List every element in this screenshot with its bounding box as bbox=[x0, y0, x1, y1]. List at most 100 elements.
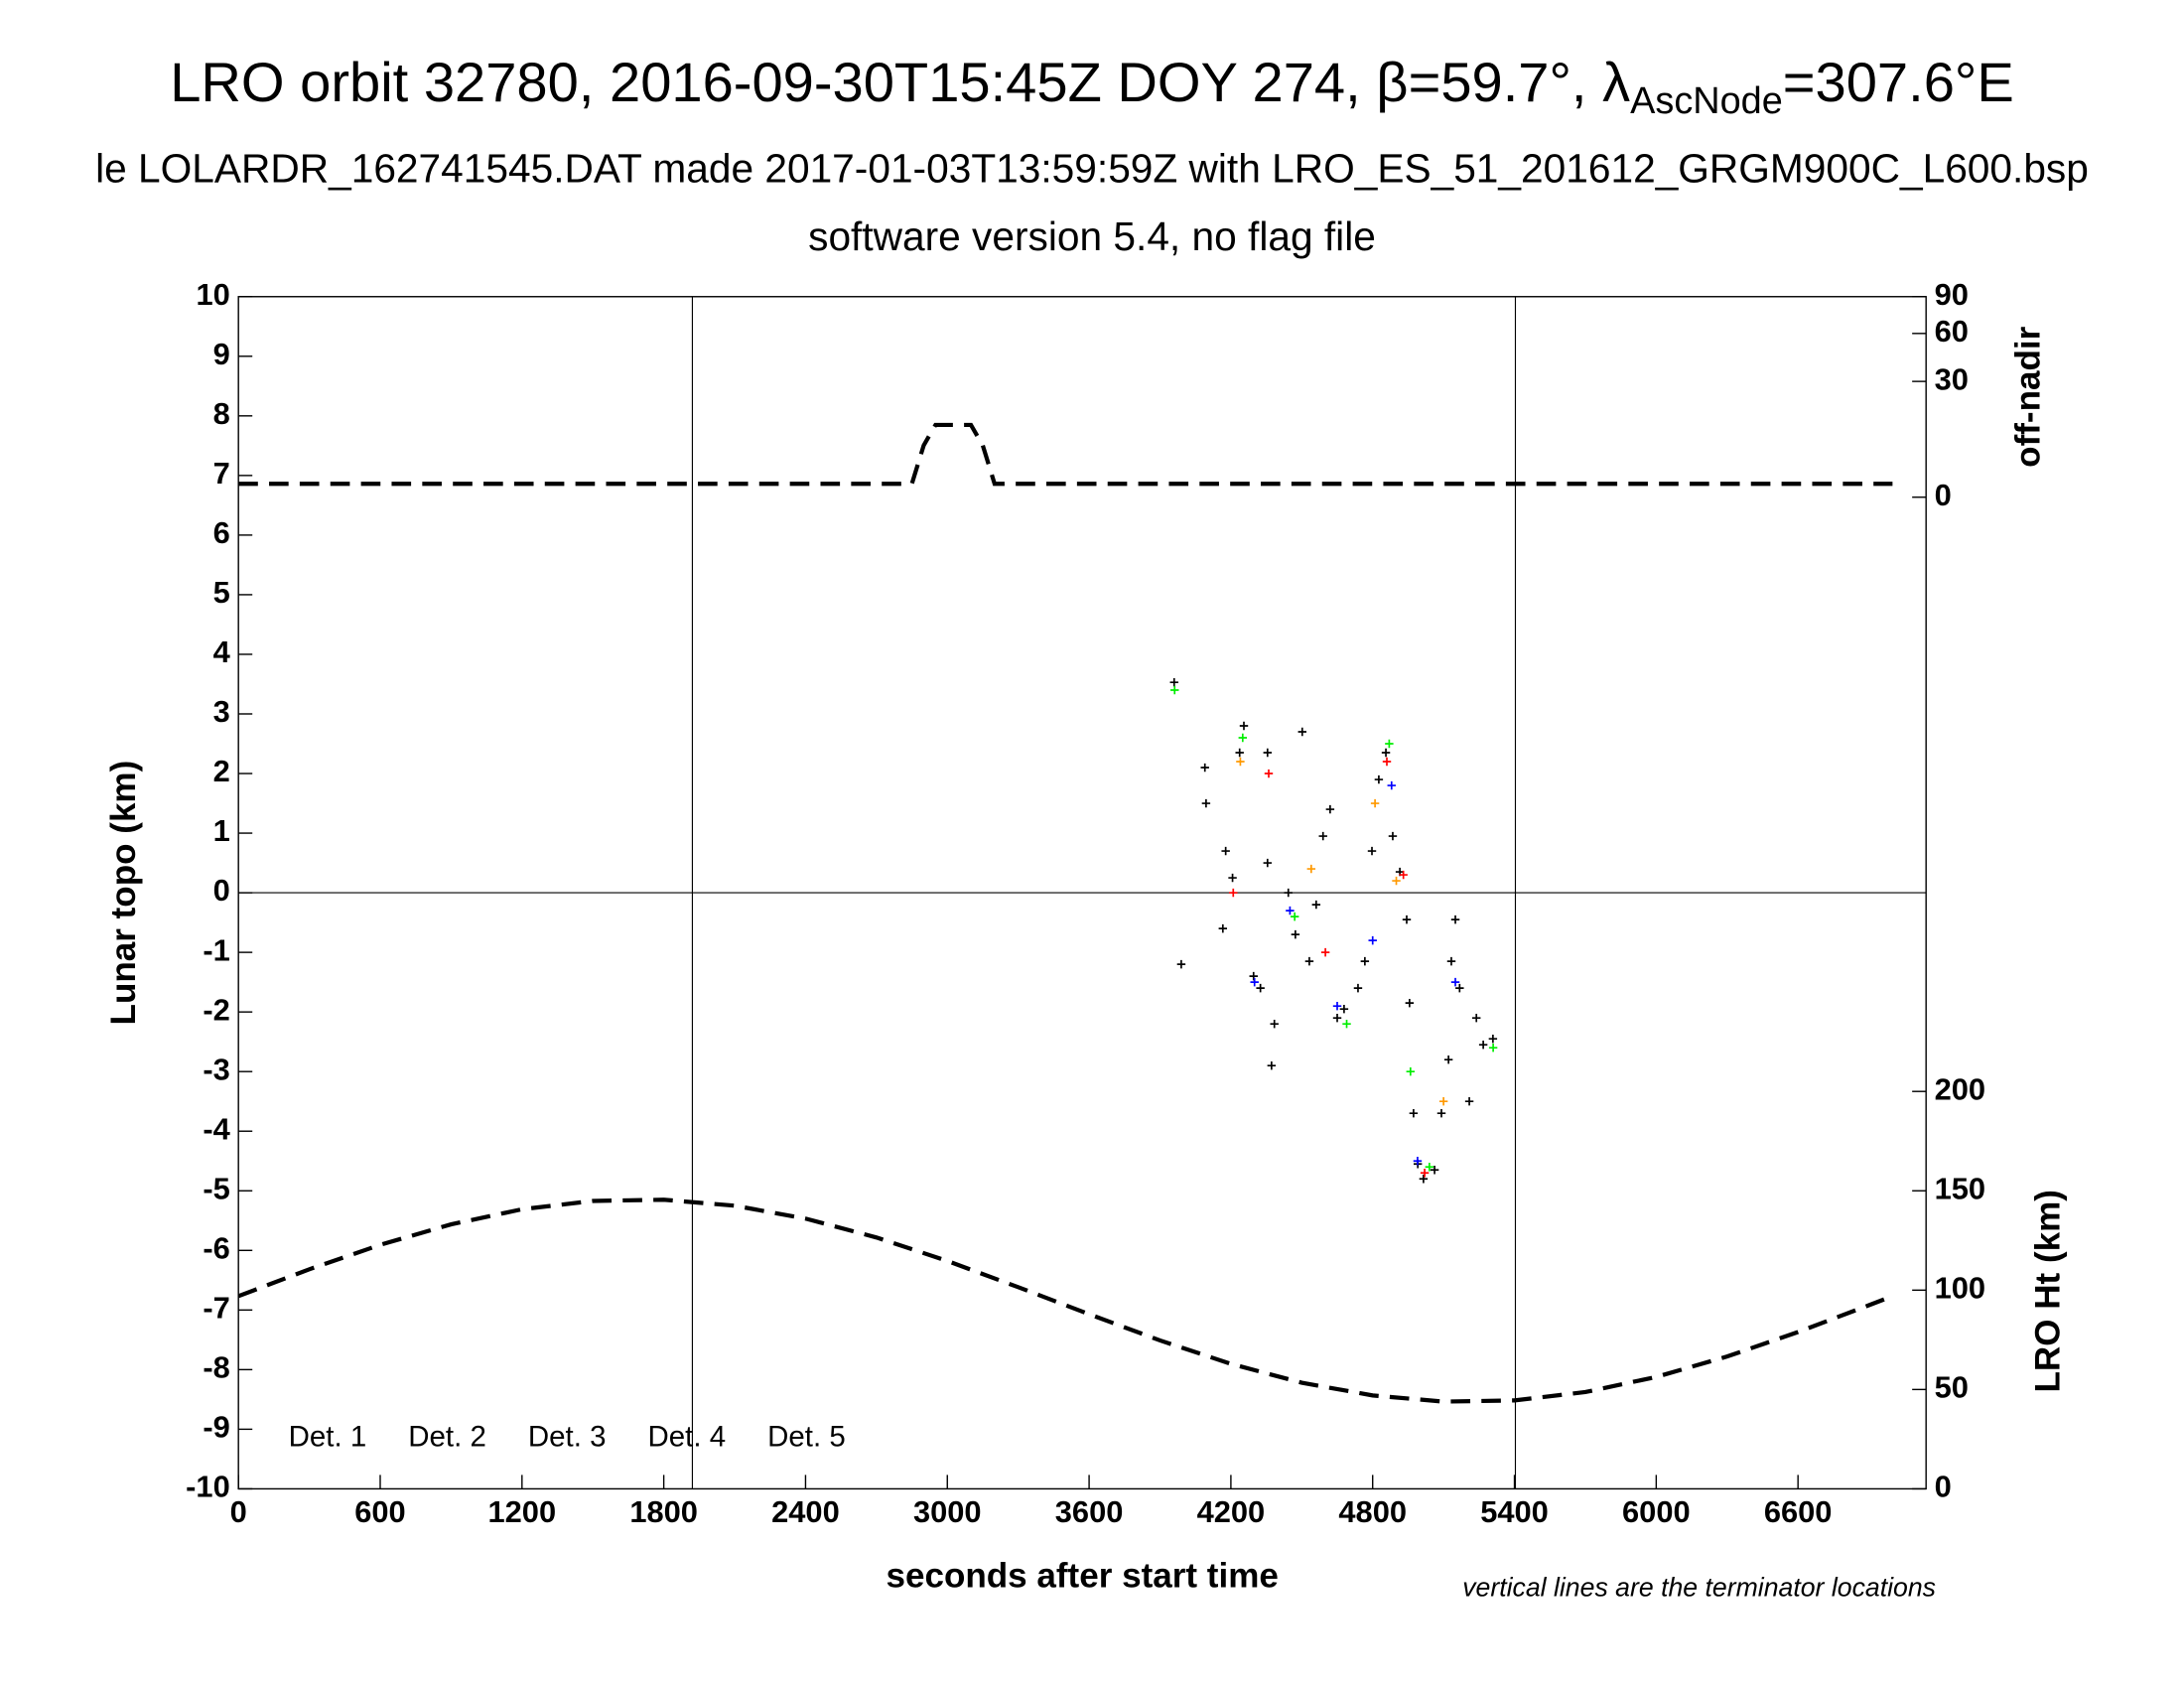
data-point bbox=[1374, 774, 1384, 784]
data-point bbox=[1176, 959, 1186, 969]
x-tick-label: 3000 bbox=[913, 1494, 982, 1529]
data-point bbox=[1170, 685, 1179, 695]
y-tick-label: -9 bbox=[203, 1410, 229, 1445]
y3-tick-label: 50 bbox=[1935, 1370, 1969, 1405]
chart-title-subscript: AscNode bbox=[1630, 80, 1783, 122]
data-point bbox=[1450, 914, 1460, 924]
y3-tick-label: 100 bbox=[1935, 1270, 1985, 1305]
note: vertical lines are the terminator locati… bbox=[1462, 1572, 1936, 1602]
data-point bbox=[1409, 1109, 1419, 1118]
x-tick-label: 6000 bbox=[1622, 1494, 1691, 1529]
subtitle: software version 5.4, no flag file bbox=[808, 213, 1376, 259]
x-tick-label: 4800 bbox=[1338, 1494, 1407, 1529]
chart-title-end: =307.6°E bbox=[1783, 51, 2014, 113]
data-point bbox=[1221, 846, 1230, 856]
data-point bbox=[1381, 748, 1391, 758]
data-point bbox=[1201, 798, 1211, 808]
data-point bbox=[1332, 1013, 1342, 1023]
data-point bbox=[1488, 1043, 1498, 1053]
data-point bbox=[1264, 769, 1274, 778]
data-point bbox=[1420, 1169, 1430, 1178]
data-point bbox=[1430, 1166, 1439, 1175]
data-point bbox=[1320, 947, 1330, 957]
y-axis-label: Lunar topo (km) bbox=[104, 761, 143, 1026]
data-point bbox=[1235, 748, 1244, 758]
y2-tick-label: 0 bbox=[1935, 478, 1952, 512]
x-tick-label: 5400 bbox=[1480, 1494, 1549, 1529]
y-tick-label: 8 bbox=[213, 396, 230, 431]
legend-entry: Det. 1 bbox=[289, 1421, 367, 1454]
legend-entry: Det. 4 bbox=[648, 1421, 727, 1454]
data-point bbox=[1488, 1034, 1498, 1044]
data-point bbox=[1342, 1019, 1351, 1029]
y-tick-label: -4 bbox=[203, 1111, 229, 1146]
y-tick-label: 10 bbox=[196, 277, 229, 312]
x-tick-label: 6600 bbox=[1764, 1494, 1833, 1529]
y-tick-label: -1 bbox=[203, 932, 229, 967]
data-point bbox=[1385, 739, 1394, 749]
data-point bbox=[1450, 977, 1460, 987]
x-tick-label: 1800 bbox=[629, 1494, 698, 1529]
x-axis-label: seconds after start time bbox=[886, 1556, 1278, 1595]
legend-entry: Det. 3 bbox=[528, 1421, 607, 1454]
data-point bbox=[1472, 1013, 1481, 1023]
y2-axis-label: off-nadir bbox=[2009, 326, 2048, 467]
y-tick-label: -6 bbox=[203, 1230, 229, 1265]
data-point bbox=[1419, 1175, 1429, 1184]
data-point bbox=[1256, 983, 1265, 993]
y-tick-label: 1 bbox=[213, 813, 230, 848]
y3-tick-label: 0 bbox=[1935, 1470, 1952, 1504]
x-tick-label: 2400 bbox=[771, 1494, 840, 1529]
data-point bbox=[1402, 914, 1412, 924]
y-tick-label: -10 bbox=[186, 1470, 230, 1504]
y-tick-label: 6 bbox=[213, 515, 230, 550]
x-tick-label: 1200 bbox=[488, 1494, 557, 1529]
y-tick-label: -3 bbox=[203, 1052, 229, 1086]
y-tick-label: -7 bbox=[203, 1290, 229, 1325]
x-tick-label: 3600 bbox=[1055, 1494, 1124, 1529]
data-point bbox=[1392, 876, 1401, 886]
data-point bbox=[1455, 983, 1464, 993]
y-tick-label: -8 bbox=[203, 1350, 229, 1385]
data-point bbox=[1304, 956, 1314, 966]
data-point bbox=[1388, 831, 1398, 841]
data-point bbox=[1169, 677, 1178, 687]
chart-title: LRO orbit 32780, 2016-09-30T15:45Z DOY 2… bbox=[170, 51, 1630, 113]
data-point bbox=[1436, 1109, 1446, 1118]
y2-tick-label: 60 bbox=[1935, 314, 1969, 349]
data-point bbox=[1229, 888, 1238, 898]
y-tick-label: 5 bbox=[213, 575, 230, 610]
y-tick-label: -2 bbox=[203, 992, 229, 1027]
data-point bbox=[1425, 1163, 1434, 1172]
data-point bbox=[1387, 780, 1396, 790]
y3-axis-label: LRO Ht (km) bbox=[2028, 1190, 2067, 1392]
y2-tick-label: 30 bbox=[1935, 361, 1969, 396]
y-tick-label: 0 bbox=[213, 873, 230, 908]
data-point bbox=[1405, 998, 1415, 1008]
y-tick-label: 3 bbox=[213, 694, 230, 729]
data-point bbox=[1446, 956, 1456, 966]
y-tick-label: 4 bbox=[213, 634, 230, 669]
y-tick-label: -5 bbox=[203, 1171, 229, 1205]
data-point bbox=[1325, 804, 1335, 814]
data-point bbox=[1367, 846, 1377, 856]
data-point bbox=[1297, 727, 1306, 737]
data-point bbox=[1382, 757, 1392, 767]
y-tick-label: 9 bbox=[213, 337, 230, 371]
data-point bbox=[1290, 912, 1299, 921]
data-point bbox=[1306, 864, 1316, 874]
data-point bbox=[1236, 757, 1245, 767]
data-point bbox=[1318, 831, 1327, 841]
data-point bbox=[1263, 748, 1273, 758]
data-point bbox=[1406, 1066, 1416, 1076]
data-point bbox=[1399, 870, 1408, 880]
data-point bbox=[1332, 1001, 1342, 1011]
y-tick-label: 7 bbox=[213, 456, 230, 491]
legend-entry: Det. 5 bbox=[767, 1421, 846, 1454]
data-point bbox=[1249, 971, 1258, 981]
legend-entry: Det. 2 bbox=[408, 1421, 486, 1454]
data-point bbox=[1263, 858, 1273, 868]
y2-tick-label: 90 bbox=[1935, 277, 1969, 312]
